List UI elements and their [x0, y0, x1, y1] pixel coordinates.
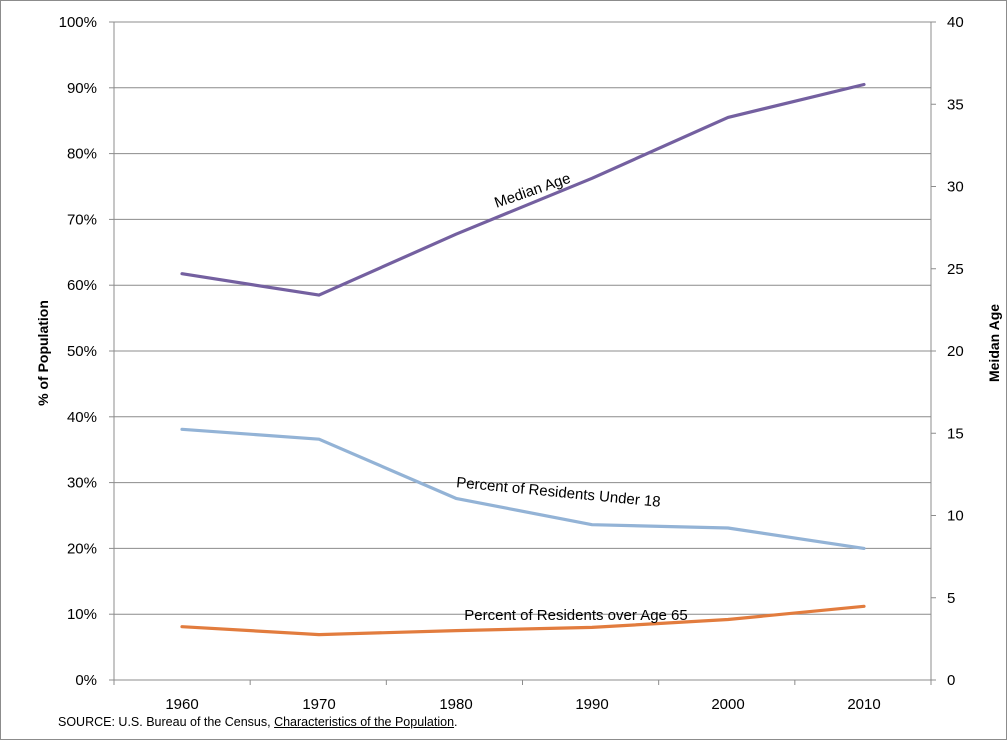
y-left-tick-label: 60%	[67, 277, 97, 294]
series-line-3	[180, 604, 866, 637]
y-left-tick-label: 20%	[67, 540, 97, 557]
y-left-tick-label: 30%	[67, 475, 97, 492]
x-tick-label: 2010	[847, 696, 880, 713]
y-right-tick-label: 10	[947, 508, 964, 525]
source-title: Characteristics of the Population	[274, 715, 455, 729]
y-left-tick-label: 40%	[67, 409, 97, 426]
y-right-tick-label: 30	[947, 179, 964, 196]
y-right-tick-label: 35	[947, 96, 964, 113]
x-tick-label: 2000	[711, 696, 744, 713]
x-tick-label: 1980	[439, 696, 472, 713]
source-suffix: .	[454, 715, 458, 729]
y-left-axis-title: % of Population	[35, 300, 51, 406]
y-left-tick-label: 100%	[59, 14, 97, 31]
series-line-1	[180, 82, 866, 297]
series-label-3: Percent of Residents over Age 65	[464, 607, 687, 624]
y-right-tick-label: 25	[947, 261, 964, 278]
y-right-tick-label: 15	[947, 425, 964, 442]
x-tick-label: 1990	[575, 696, 608, 713]
source-note: SOURCE: U.S. Bureau of the Census, Chara…	[58, 715, 458, 729]
y-left-tick-label: 90%	[67, 80, 97, 97]
y-left-tick-label: 0%	[75, 672, 97, 689]
y-right-tick-label: 20	[947, 343, 964, 360]
y-right-axis-title: Meidan Age	[986, 304, 1002, 382]
y-left-tick-label: 80%	[67, 146, 97, 163]
y-left-tick-label: 10%	[67, 606, 97, 623]
series-line-2	[180, 427, 866, 551]
x-tick-label: 1960	[165, 696, 198, 713]
y-left-tick-label: 50%	[67, 343, 97, 360]
source-prefix: SOURCE: U.S. Bureau of the Census,	[58, 715, 275, 729]
y-right-tick-label: 40	[947, 14, 964, 31]
x-tick-label: 1970	[302, 696, 335, 713]
y-right-tick-label: 0	[947, 672, 955, 689]
y-right-tick-label: 5	[947, 590, 955, 607]
y-left-tick-label: 70%	[67, 211, 97, 228]
